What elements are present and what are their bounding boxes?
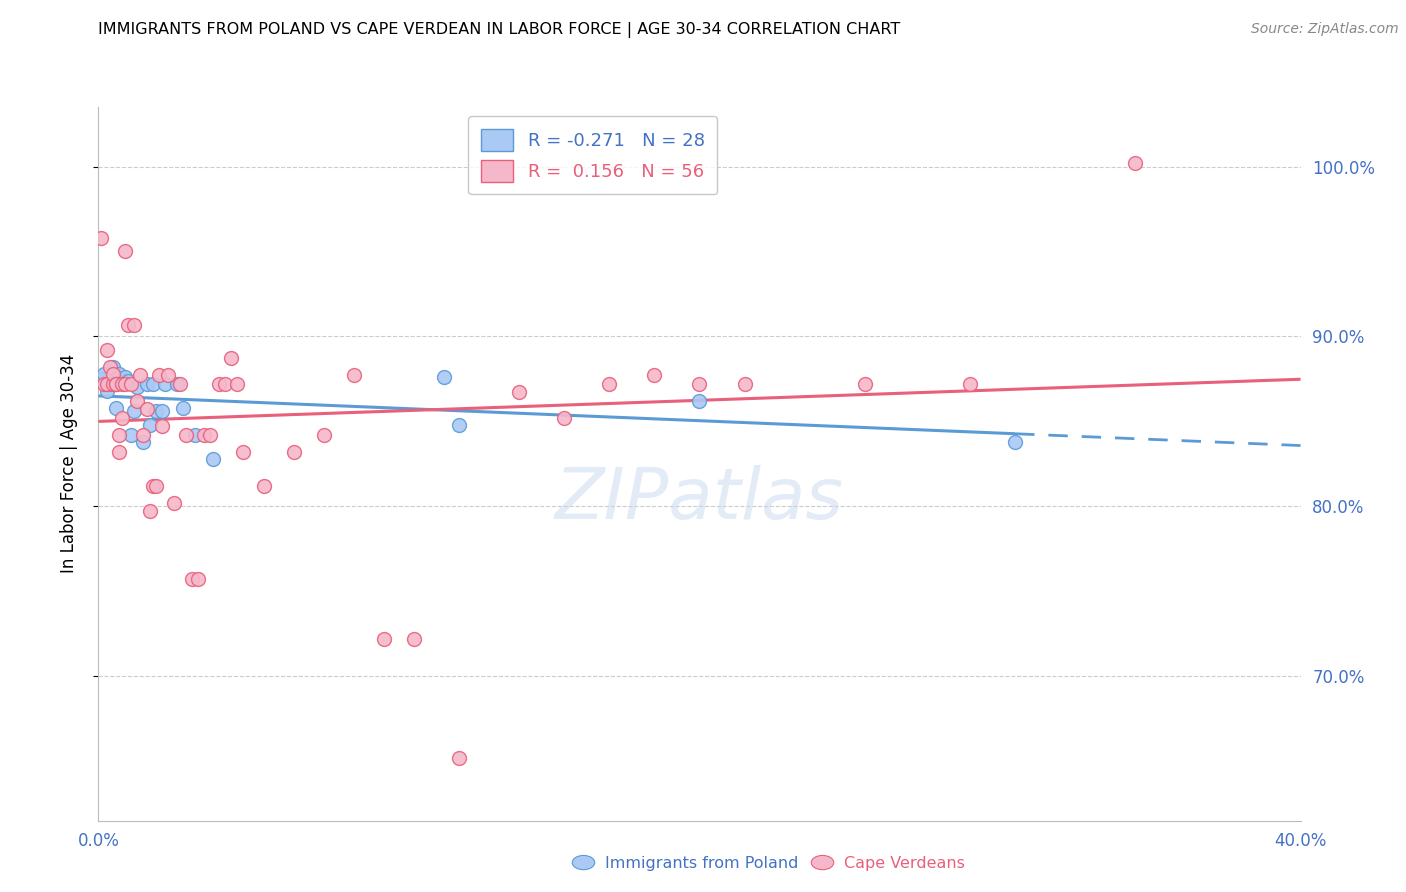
Point (132, 434, 155, 449)
Point (187, 573, 209, 587)
Point (127, 394, 149, 409)
Point (214, 376, 236, 391)
Point (312, 428, 335, 442)
Point (1123, 156, 1146, 170)
Point (129, 368, 152, 383)
Point (689, 376, 711, 391)
Point (121, 428, 143, 442)
Point (343, 368, 366, 383)
Point (96, 384, 118, 398)
Point (93, 367, 115, 381)
Point (124, 404, 146, 418)
Text: ZIPatlas: ZIPatlas (555, 465, 844, 534)
Point (90, 231, 112, 245)
Circle shape (811, 855, 834, 870)
Point (138, 417, 160, 432)
Point (108, 367, 131, 381)
Point (135, 402, 157, 417)
Point (373, 632, 395, 646)
Point (853, 376, 876, 391)
Point (508, 385, 530, 400)
Point (145, 404, 167, 418)
Point (162, 496, 184, 510)
Point (553, 411, 575, 425)
Legend: R = -0.271   N = 28, R =  0.156   N = 56: R = -0.271 N = 28, R = 0.156 N = 56 (468, 116, 717, 194)
Point (135, 376, 157, 391)
Point (734, 376, 756, 391)
Text: IMMIGRANTS FROM POLAND VS CAPE VERDEAN IN LABOR FORCE | AGE 30-34 CORRELATION CH: IMMIGRANTS FROM POLAND VS CAPE VERDEAN I… (98, 22, 901, 38)
Point (103, 376, 125, 391)
Point (232, 445, 254, 459)
Point (108, 428, 131, 442)
Point (598, 376, 620, 391)
Point (141, 479, 163, 493)
Point (689, 394, 711, 409)
Point (150, 419, 173, 434)
Point (150, 404, 173, 418)
Point (100, 359, 122, 374)
Point (145, 479, 167, 493)
Point (402, 632, 425, 646)
Point (121, 376, 143, 391)
Text: Immigrants from Poland: Immigrants from Poland (605, 856, 799, 871)
Point (138, 504, 160, 518)
Point (111, 376, 134, 391)
Point (183, 428, 205, 442)
Point (1004, 434, 1026, 449)
Point (105, 376, 128, 391)
Point (114, 376, 136, 391)
Point (174, 428, 197, 442)
Point (180, 573, 202, 587)
Point (103, 367, 125, 381)
Point (141, 376, 163, 391)
Point (108, 445, 131, 459)
Point (103, 359, 125, 374)
Point (447, 751, 470, 765)
Circle shape (572, 855, 595, 870)
Point (219, 351, 242, 366)
Point (433, 370, 456, 384)
Point (111, 411, 134, 425)
Point (225, 376, 247, 391)
Point (93, 376, 115, 391)
Text: Cape Verdeans: Cape Verdeans (844, 856, 965, 871)
Point (153, 376, 176, 391)
Point (100, 376, 122, 391)
Point (253, 479, 276, 493)
Point (283, 445, 305, 459)
Point (198, 428, 221, 442)
Point (148, 368, 170, 383)
Point (111, 374, 134, 388)
Point (114, 370, 136, 384)
Point (114, 244, 136, 259)
Y-axis label: In Labor Force | Age 30-34: In Labor Force | Age 30-34 (59, 354, 77, 574)
Point (117, 374, 139, 388)
Point (105, 401, 128, 415)
Point (127, 380, 149, 394)
Point (959, 376, 981, 391)
Point (172, 401, 194, 415)
Point (201, 451, 224, 466)
Point (124, 318, 146, 332)
Point (105, 376, 128, 391)
Point (132, 428, 155, 442)
Text: Source: ZipAtlas.com: Source: ZipAtlas.com (1251, 22, 1399, 37)
Point (643, 368, 665, 383)
Point (96, 343, 118, 357)
Point (90, 372, 112, 386)
Point (208, 376, 231, 391)
Point (447, 417, 470, 432)
Point (193, 428, 215, 442)
Point (169, 376, 191, 391)
Point (96, 376, 118, 391)
Point (156, 368, 179, 383)
Point (117, 318, 139, 332)
Point (166, 376, 188, 391)
